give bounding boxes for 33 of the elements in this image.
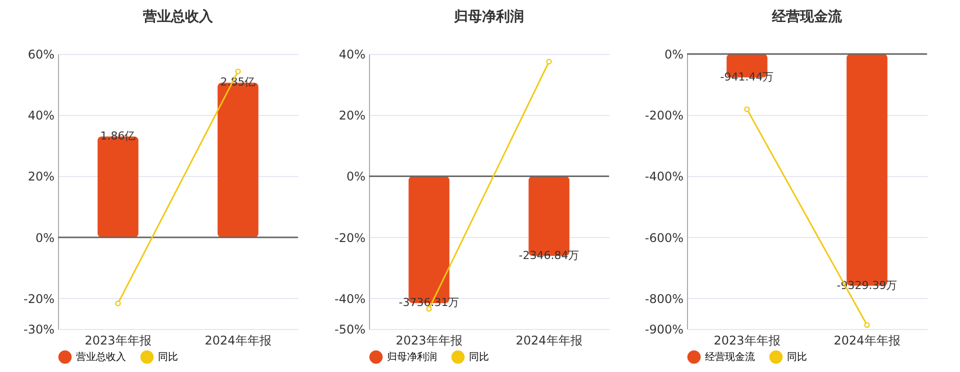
y-tick-label: -200% — [644, 108, 684, 123]
y-tick-label: -600% — [644, 230, 684, 245]
y-tick-label: 40% — [28, 108, 54, 123]
y-tick-label: -50% — [334, 322, 366, 336]
chart-title: 营业总收入 — [142, 9, 214, 25]
y-tick-label: -800% — [644, 292, 684, 306]
y-tick-label: 20% — [28, 170, 54, 184]
y-tick-label: -900% — [644, 322, 684, 336]
chart-title: 经营现金流 — [771, 8, 843, 25]
y-tick-label: 60% — [28, 48, 54, 62]
legend-label: 经营现金流 — [705, 351, 755, 364]
y-tick-label: 20% — [338, 108, 366, 123]
legend-label: 同比 — [787, 351, 807, 364]
x-tick-label: 2023年年报 — [396, 334, 462, 348]
x-tick-label: 2024年年报 — [834, 334, 900, 348]
y-tick-label: -400% — [644, 170, 684, 184]
y-tick-label: -20% — [23, 292, 54, 306]
legend-label: 归母净利润 — [387, 351, 437, 364]
y-tick-label: 0% — [664, 48, 684, 62]
y-tick-label: 0% — [346, 170, 366, 184]
x-tick-label: 2024年年报 — [516, 334, 582, 348]
y-tick-label: -20% — [334, 230, 366, 245]
x-tick-label: 2024年年报 — [204, 334, 272, 348]
y-tick-label: 40% — [338, 48, 366, 62]
x-tick-label: 2023年年报 — [84, 334, 152, 348]
legend-label: 同比 — [158, 351, 178, 364]
x-tick-label: 2023年年报 — [714, 334, 780, 348]
legend-label: 同比 — [469, 351, 489, 364]
chart-title: 归母净利润 — [453, 8, 524, 25]
y-tick-label: 0% — [35, 230, 54, 245]
y-tick-label: -30% — [23, 322, 54, 336]
y-tick-label: -40% — [334, 292, 366, 306]
legend-label: 营业总收入 — [76, 351, 126, 364]
